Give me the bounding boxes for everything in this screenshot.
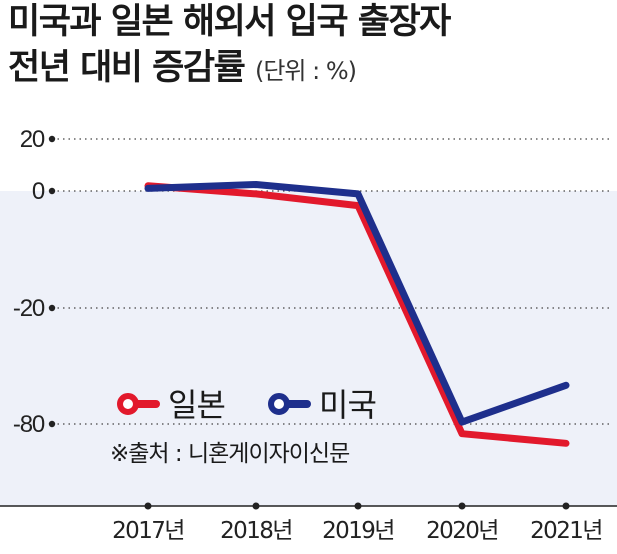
legend-item-japan: 일본 (117, 386, 226, 424)
chart-title-line1: 미국과 일본 해외서 입국 출장자 (8, 2, 451, 42)
x-tick-dot (252, 502, 260, 510)
legend: 일본 미국 (117, 386, 377, 424)
y-tick-dot (48, 135, 56, 143)
y-tick-dot (48, 187, 56, 195)
y-tick-label: -20 (13, 295, 45, 322)
unit-label: (단위 : %) (254, 57, 357, 85)
legend-label-japan: 일본 (168, 386, 225, 424)
legend-marker-usa (268, 393, 290, 415)
x-tick-label: 2020년 (426, 518, 498, 544)
series-lines (144, 181, 570, 447)
x-tick-dot (354, 502, 362, 510)
x-tick-dot (458, 502, 466, 510)
x-tick-label: 2021년 (530, 518, 602, 544)
x-axis-ticks: 2017년 2018년 2019년 2020년 2021년 (112, 502, 603, 544)
legend-label-usa: 미국 (319, 386, 376, 424)
y-tick-label: -80 (13, 411, 45, 438)
series-line-japan (144, 182, 570, 447)
source-note: ※출처 : 니혼게이자이신문 (110, 441, 349, 467)
legend-item-usa: 미국 (268, 386, 377, 424)
y-tick-label: 20 (20, 126, 45, 153)
x-tick-dot (144, 502, 152, 510)
x-tick-dot (562, 502, 570, 510)
y-axis-ticks: 20 0 -20 -80 (13, 126, 56, 438)
legend-marker-japan (117, 393, 139, 415)
x-tick-label: 2019년 (322, 518, 394, 544)
chart-title-main: 전년 대비 증감률 (8, 48, 246, 88)
x-tick-label: 2017년 (112, 518, 184, 544)
y-tick-dot (48, 304, 56, 312)
below-zero-shading (0, 191, 617, 506)
series-line-usa (144, 181, 570, 426)
x-tick-label: 2018년 (220, 518, 292, 544)
y-tick-dot (48, 420, 56, 428)
chart-title-line2: 전년 대비 증감률 (단위 : %) (8, 48, 357, 91)
y-tick-label: 0 (32, 178, 45, 205)
